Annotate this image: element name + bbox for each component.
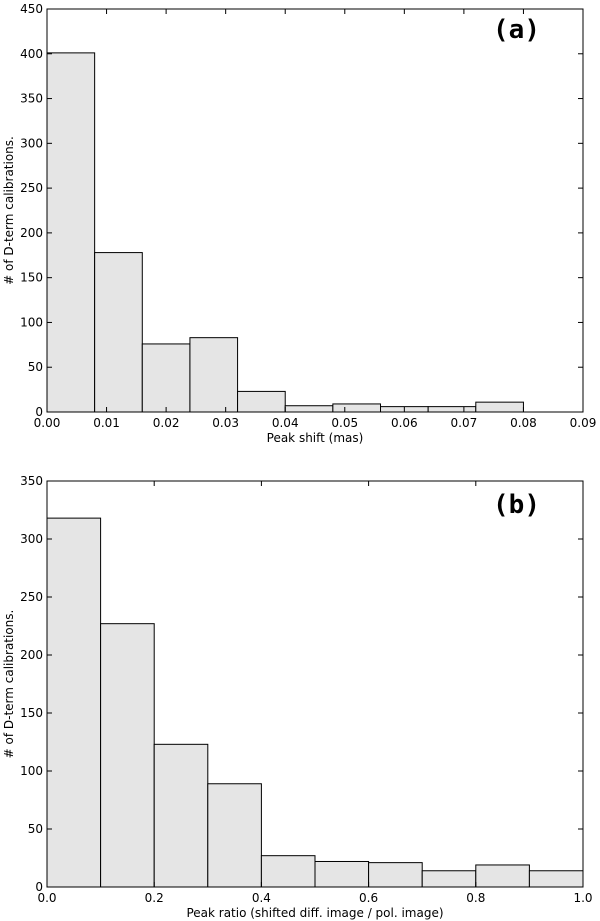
histogram-bar bbox=[427, 406, 477, 413]
y-tick-label: 300 bbox=[20, 136, 43, 150]
histogram-bar bbox=[421, 870, 477, 888]
panel-label: (a) bbox=[493, 15, 540, 45]
x-tick-label: 0.03 bbox=[212, 416, 239, 430]
x-tick-label: 0.0 bbox=[37, 891, 56, 905]
panel-label: (b) bbox=[493, 490, 540, 520]
y-axis-label: # of D-term calibrations. bbox=[2, 136, 16, 285]
y-tick-label: 150 bbox=[20, 271, 43, 285]
histogram-bar bbox=[237, 390, 286, 413]
histogram-bar bbox=[475, 401, 524, 413]
histogram-bar bbox=[94, 252, 143, 413]
histogram-bar bbox=[153, 743, 209, 888]
y-tick-label: 50 bbox=[28, 822, 43, 836]
y-tick-label: 450 bbox=[20, 2, 43, 16]
x-tick-label: 0.02 bbox=[153, 416, 180, 430]
panel-b: 0.0 0.2 0.4 0.6 0.8 1.0 0 50 100 150 200 250 300 350 P… bbox=[2, 474, 593, 920]
x-tick-label: 0.09 bbox=[570, 416, 597, 430]
x-tick-label: 0.06 bbox=[391, 416, 418, 430]
x-tick-label: 0.00 bbox=[34, 416, 61, 430]
y-tick-label: 250 bbox=[20, 590, 43, 604]
y-tick-label: 200 bbox=[20, 648, 43, 662]
y-tick-label: 250 bbox=[20, 181, 43, 195]
x-tick-label: 0.8 bbox=[466, 891, 485, 905]
y-tick-label: 100 bbox=[20, 764, 43, 778]
y-tick-label: 400 bbox=[20, 47, 43, 61]
histogram-bar bbox=[207, 783, 262, 888]
x-tick-label: 0.01 bbox=[93, 416, 120, 430]
histogram-bar bbox=[46, 517, 102, 888]
histogram-bar bbox=[189, 337, 239, 413]
x-tick-label: 0.07 bbox=[451, 416, 478, 430]
x-axis-label: Peak ratio (shifted diff. image / pol. i… bbox=[186, 906, 443, 920]
histogram-bar bbox=[368, 862, 423, 888]
x-tick-label: 0.04 bbox=[272, 416, 299, 430]
y-tick-label: 0 bbox=[35, 880, 43, 894]
histogram-bar bbox=[314, 860, 370, 888]
x-tick-label: 0.05 bbox=[331, 416, 358, 430]
y-tick-label: 350 bbox=[20, 474, 43, 488]
histogram-bar bbox=[332, 403, 382, 413]
plot-frame bbox=[46, 8, 584, 413]
y-tick-label: 50 bbox=[28, 360, 43, 374]
histogram-bar bbox=[260, 855, 316, 888]
y-tick-label: 200 bbox=[20, 226, 43, 240]
histogram-bar bbox=[528, 870, 584, 888]
y-tick-label: 350 bbox=[20, 92, 43, 106]
x-tick-label: 0.2 bbox=[145, 891, 164, 905]
y-tick-label: 150 bbox=[20, 706, 43, 720]
x-tick-label: 0.08 bbox=[510, 416, 537, 430]
plot-frame bbox=[46, 480, 584, 888]
histogram-bar bbox=[46, 52, 96, 413]
x-tick-label: 1.0 bbox=[573, 891, 592, 905]
histogram-bar bbox=[475, 864, 530, 888]
y-tick-label: 100 bbox=[20, 315, 43, 329]
y-tick-label: 0 bbox=[35, 405, 43, 419]
panel-a: 0.00 0.01 0.02 0.03 0.04 0.05 0.06 0.07 0.08 0.09… bbox=[2, 2, 596, 445]
histogram-bar bbox=[100, 623, 155, 888]
histogram-bar bbox=[284, 405, 334, 413]
y-axis-label: # of D-term calibrations. bbox=[2, 610, 16, 759]
x-tick-label: 0.4 bbox=[252, 891, 271, 905]
x-axis-label: Peak shift (mas) bbox=[267, 431, 364, 445]
histogram-bar bbox=[141, 343, 191, 413]
x-tick-label: 0.6 bbox=[359, 891, 378, 905]
y-tick-label: 300 bbox=[20, 532, 43, 546]
